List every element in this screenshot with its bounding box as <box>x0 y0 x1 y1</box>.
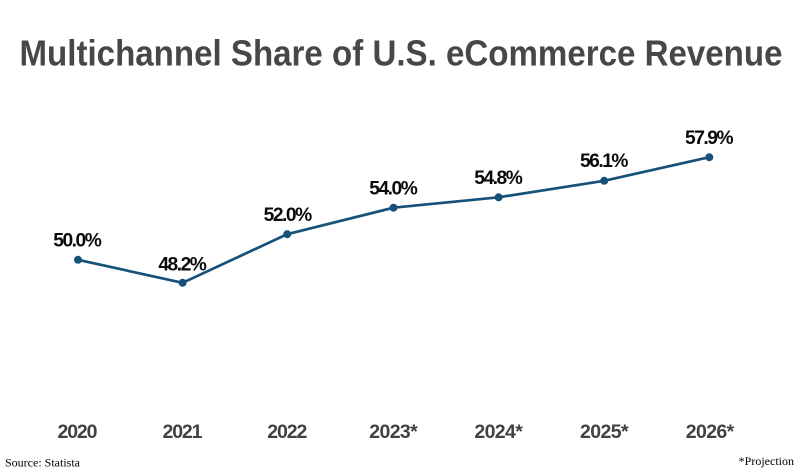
svg-text:2024*: 2024* <box>474 421 523 443</box>
svg-text:2026*: 2026* <box>686 421 735 443</box>
svg-text:56.1%: 56.1% <box>580 151 629 172</box>
svg-text:*Projection: *Projection <box>739 454 794 468</box>
svg-text:54.8%: 54.8% <box>474 168 523 189</box>
svg-text:48.2%: 48.2% <box>158 254 207 275</box>
svg-text:54.0%: 54.0% <box>369 178 418 199</box>
svg-text:52.0%: 52.0% <box>264 205 313 226</box>
svg-text:2020: 2020 <box>58 421 98 443</box>
svg-text:57.9%: 57.9% <box>685 128 734 149</box>
svg-text:2025*: 2025* <box>580 421 629 443</box>
svg-text:Multichannel Share of U.S. eCo: Multichannel Share of U.S. eCommerce Rev… <box>20 33 783 74</box>
svg-text:2023*: 2023* <box>369 421 418 443</box>
svg-text:Source: Statista: Source: Statista <box>5 455 81 469</box>
svg-text:50.0%: 50.0% <box>53 230 102 251</box>
svg-text:2021: 2021 <box>163 421 203 443</box>
svg-text:2022: 2022 <box>267 421 307 443</box>
